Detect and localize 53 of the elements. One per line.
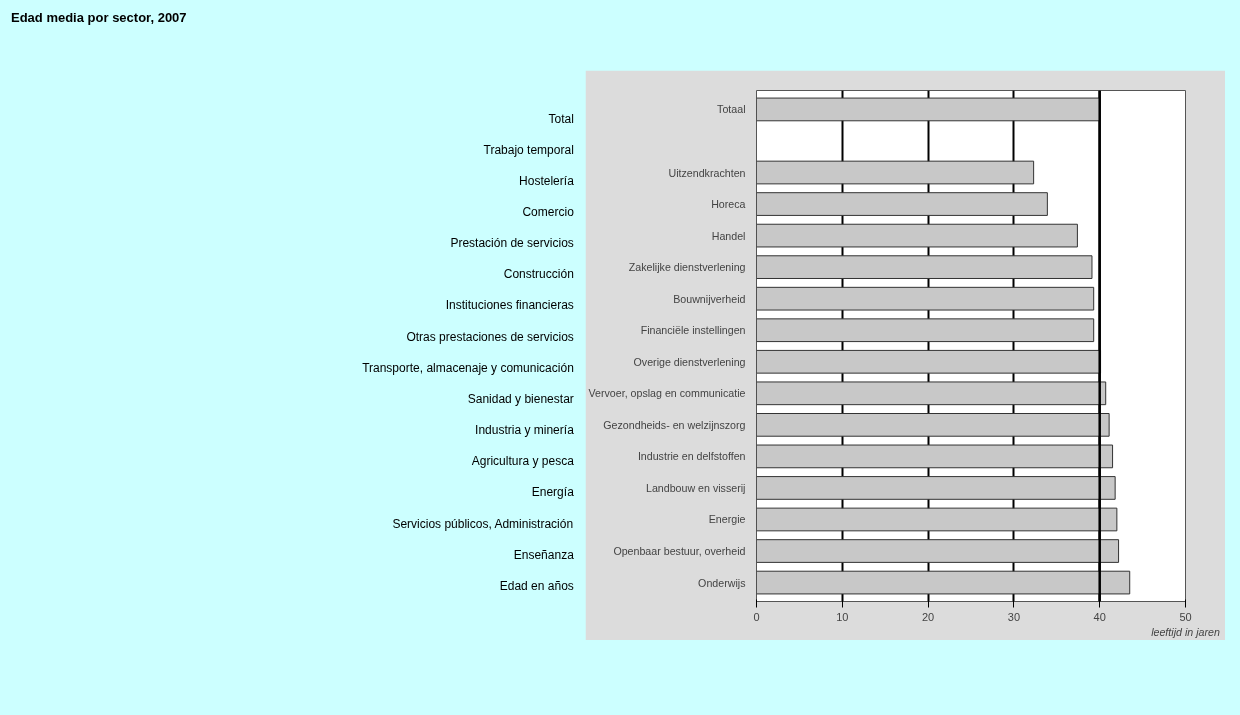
bar (756, 318, 1095, 343)
y-tick-label: Financiële instellingen (640, 324, 746, 337)
text: Edad media por sector, 2007 (11, 9, 187, 27)
bar (756, 413, 1110, 437)
y-tick-label: Vervoer, opslag en communicatie (588, 387, 746, 400)
y-tick-label: Bouwnijverheid (673, 292, 746, 305)
x-tick-label: 30 (1007, 610, 1021, 623)
text: Otras prestaciones de servicios (406, 329, 574, 344)
text: Industria y minería (475, 423, 575, 438)
y-tick-label: Zakelijke dienstverlening (628, 261, 746, 274)
x-tick-label: 10 (836, 610, 849, 623)
x-axis-title: leeftijd in jaren (1151, 625, 1220, 638)
y-tick-label: Handel (711, 229, 746, 242)
bar (756, 507, 1118, 532)
bar (756, 160, 1035, 185)
text: Trabajo temporal (483, 142, 574, 157)
text: Edad en años (499, 578, 574, 593)
text: Servicios públicos, Administración (392, 516, 574, 531)
y-tick-label: Industrie en delfstoffen (637, 450, 746, 463)
text: Instituciones financieras (445, 298, 574, 313)
bar (756, 444, 1114, 469)
bar (756, 255, 1093, 279)
text: Total (548, 111, 574, 126)
y-tick-label: Onderwijs (698, 576, 746, 589)
bar (756, 539, 1120, 563)
y-tick-label: Energie (708, 513, 746, 526)
y-tick-label: Openbaar bestuur, overheid (613, 545, 746, 558)
bar (756, 570, 1131, 595)
x-tick-label: 0 (753, 610, 760, 623)
bar (756, 476, 1116, 500)
y-tick-label: Landbouw en visserij (645, 481, 746, 494)
y-tick-label: Overige dienstverlening (633, 355, 746, 368)
text: Sanidad y bienestar (467, 391, 574, 406)
bar (756, 223, 1078, 248)
text: Comercio (522, 205, 575, 220)
bar (756, 192, 1048, 216)
text: Agricultura y pesca (471, 454, 575, 469)
y-tick-label: Horeca (711, 198, 746, 211)
x-tick-label: 50 (1179, 610, 1192, 623)
x-tick-label: 40 (1093, 610, 1106, 623)
text: Enseñanza (513, 547, 575, 562)
y-tick-label: Uitzendkrachten (668, 166, 746, 179)
x-tick-label: 20 (921, 610, 935, 623)
y-tick-label: Totaal (717, 103, 746, 116)
y-tick-label: Gezondheids- en welzijnszorg (603, 418, 746, 431)
text: Construcción (503, 267, 574, 282)
text: Transporte, almacenaje y comunicación (362, 360, 574, 375)
bar (756, 381, 1107, 406)
text: Hostelería (519, 173, 575, 188)
text: Energía (531, 485, 575, 500)
bar (756, 286, 1095, 311)
bar (756, 97, 1101, 122)
text: Prestación de servicios (450, 236, 574, 251)
